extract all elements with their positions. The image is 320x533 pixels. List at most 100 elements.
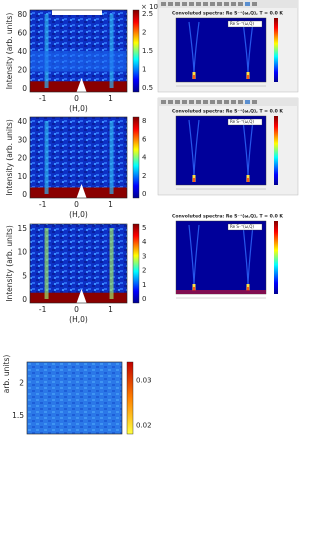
colorbar-tick-label: 2 (142, 172, 146, 180)
colorbar (132, 9, 140, 93)
y-tick-label: 1.5 (12, 411, 24, 420)
y-tick-label: 0 (22, 295, 27, 304)
y-axis-label: Intensity (arb. units) (5, 225, 14, 302)
x-axis-label: (H,0) (69, 210, 88, 219)
toolbar-button[interactable] (210, 100, 215, 104)
toolbar-button[interactable] (231, 100, 236, 104)
colorbar-tick-label: 3 (142, 252, 146, 260)
y-tick-label: 0 (22, 190, 27, 199)
spectra-plot (175, 115, 267, 186)
elastic-band (176, 290, 266, 294)
x-tick-label: 1 (108, 305, 113, 314)
colorbar-tick-label: 6 (142, 135, 147, 143)
colorbar-tick-label: 0.02 (136, 421, 152, 429)
colorbar-tick-label: 2 (142, 267, 146, 275)
x-tick-label: 1 (108, 94, 113, 103)
peak-core (193, 287, 195, 291)
toolbar-button[interactable] (238, 2, 243, 6)
toolbar-button[interactable] (217, 100, 222, 104)
beam-stop (76, 78, 87, 92)
colorbar-tick-label: 0 (142, 295, 146, 303)
toolbar-button[interactable] (196, 2, 201, 6)
y-tick-label: 80 (17, 10, 27, 19)
y-axis-label: Intensity (arb. units) (5, 13, 14, 90)
legend-entry: Re S⁻⁺(ω,Q) (230, 224, 254, 229)
spectra-colorbar (274, 116, 278, 185)
toolbar-button[interactable] (161, 100, 166, 104)
x-tick-label: 0 (74, 305, 79, 314)
colorbar-tick-label: 5 (142, 224, 146, 232)
colorbar-tick-label: 4 (142, 154, 147, 162)
peak-core (247, 287, 249, 291)
colorbar-tick-label: 1 (142, 66, 146, 74)
colorbar-tick-label: 4 (142, 238, 147, 246)
peak-core (247, 75, 249, 79)
toolbar-button[interactable] (224, 2, 229, 6)
spectra-title: Convoluted spectra: Re S⁻⁺(ω,Q), T = 0.0… (172, 109, 283, 115)
toolbar-button[interactable] (203, 2, 208, 6)
toolbar-button[interactable] (189, 100, 194, 104)
y-tick-label: 2 (19, 379, 24, 388)
x-tick-label: 1 (108, 200, 113, 209)
y-tick-label: 40 (17, 117, 27, 126)
heatmap-band (30, 51, 127, 72)
toolbar-button[interactable] (168, 2, 173, 6)
y-tick-label: 30 (17, 135, 27, 144)
legend-box (227, 118, 263, 126)
colorbar (126, 361, 134, 435)
toolbar-button[interactable] (245, 2, 250, 6)
toolbar-button[interactable] (245, 100, 250, 104)
toolbar-button[interactable] (168, 100, 173, 104)
toolbar-button[interactable] (175, 100, 180, 104)
y-tick-label: 20 (17, 66, 27, 75)
peak-core (193, 75, 195, 79)
colorbar (132, 223, 140, 304)
x-tick-label: 0 (74, 94, 79, 103)
colorbar-tick-label: 8 (142, 117, 146, 125)
axes-frame (26, 361, 123, 435)
x-tick-label: 0 (74, 200, 79, 209)
spectra-title: Convoluted spectra: Re S⁻⁺(ω,Q), T = 0.0… (172, 11, 283, 17)
y-tick-label: 0 (22, 84, 27, 93)
axes-frame (29, 223, 128, 304)
toolbar-button[interactable] (196, 100, 201, 104)
x-tick-label: -1 (39, 200, 47, 209)
toolbar-button[interactable] (231, 2, 236, 6)
toolbar-button[interactable] (252, 100, 257, 104)
x-tick-label: -1 (39, 305, 47, 314)
colorbar (132, 116, 140, 199)
spectra-plot (175, 17, 267, 83)
peak-core (193, 178, 195, 182)
legend-box (227, 223, 263, 231)
x-axis-label: (H,0) (69, 104, 88, 113)
toolbar-button[interactable] (217, 2, 222, 6)
colorbar-tick-label: 2 (142, 29, 146, 37)
spectra-colorbar (274, 18, 278, 82)
toolbar-button[interactable] (238, 100, 243, 104)
toolbar-button[interactable] (175, 2, 180, 6)
y-axis-label: arb. units) (2, 355, 11, 394)
x-tick-label: -1 (39, 94, 47, 103)
y-tick-label: 10 (17, 248, 27, 257)
heatmap-ridge (109, 228, 114, 299)
heatmap (27, 362, 122, 434)
toolbar-button[interactable] (224, 100, 229, 104)
toolbar-button[interactable] (161, 2, 166, 6)
toolbar-button[interactable] (203, 100, 208, 104)
toolbar-button[interactable] (182, 100, 187, 104)
y-tick-label: 10 (17, 172, 27, 181)
colorbar-tick-label: 0 (142, 190, 146, 198)
spectra-colorbar (274, 221, 278, 294)
colorbar-tick-label: 0.5 (142, 84, 153, 92)
x-axis-label: (H,0) (69, 315, 88, 324)
y-tick-label: 20 (17, 154, 27, 163)
toolbar-button[interactable] (189, 2, 194, 6)
axes-frame (29, 9, 128, 93)
mask (52, 10, 102, 15)
toolbar-button[interactable] (182, 2, 187, 6)
toolbar-button[interactable] (252, 2, 257, 6)
spectra-plot (175, 220, 267, 295)
legend-box (227, 20, 263, 28)
y-tick-label: 60 (17, 29, 27, 38)
toolbar-button[interactable] (210, 2, 215, 6)
